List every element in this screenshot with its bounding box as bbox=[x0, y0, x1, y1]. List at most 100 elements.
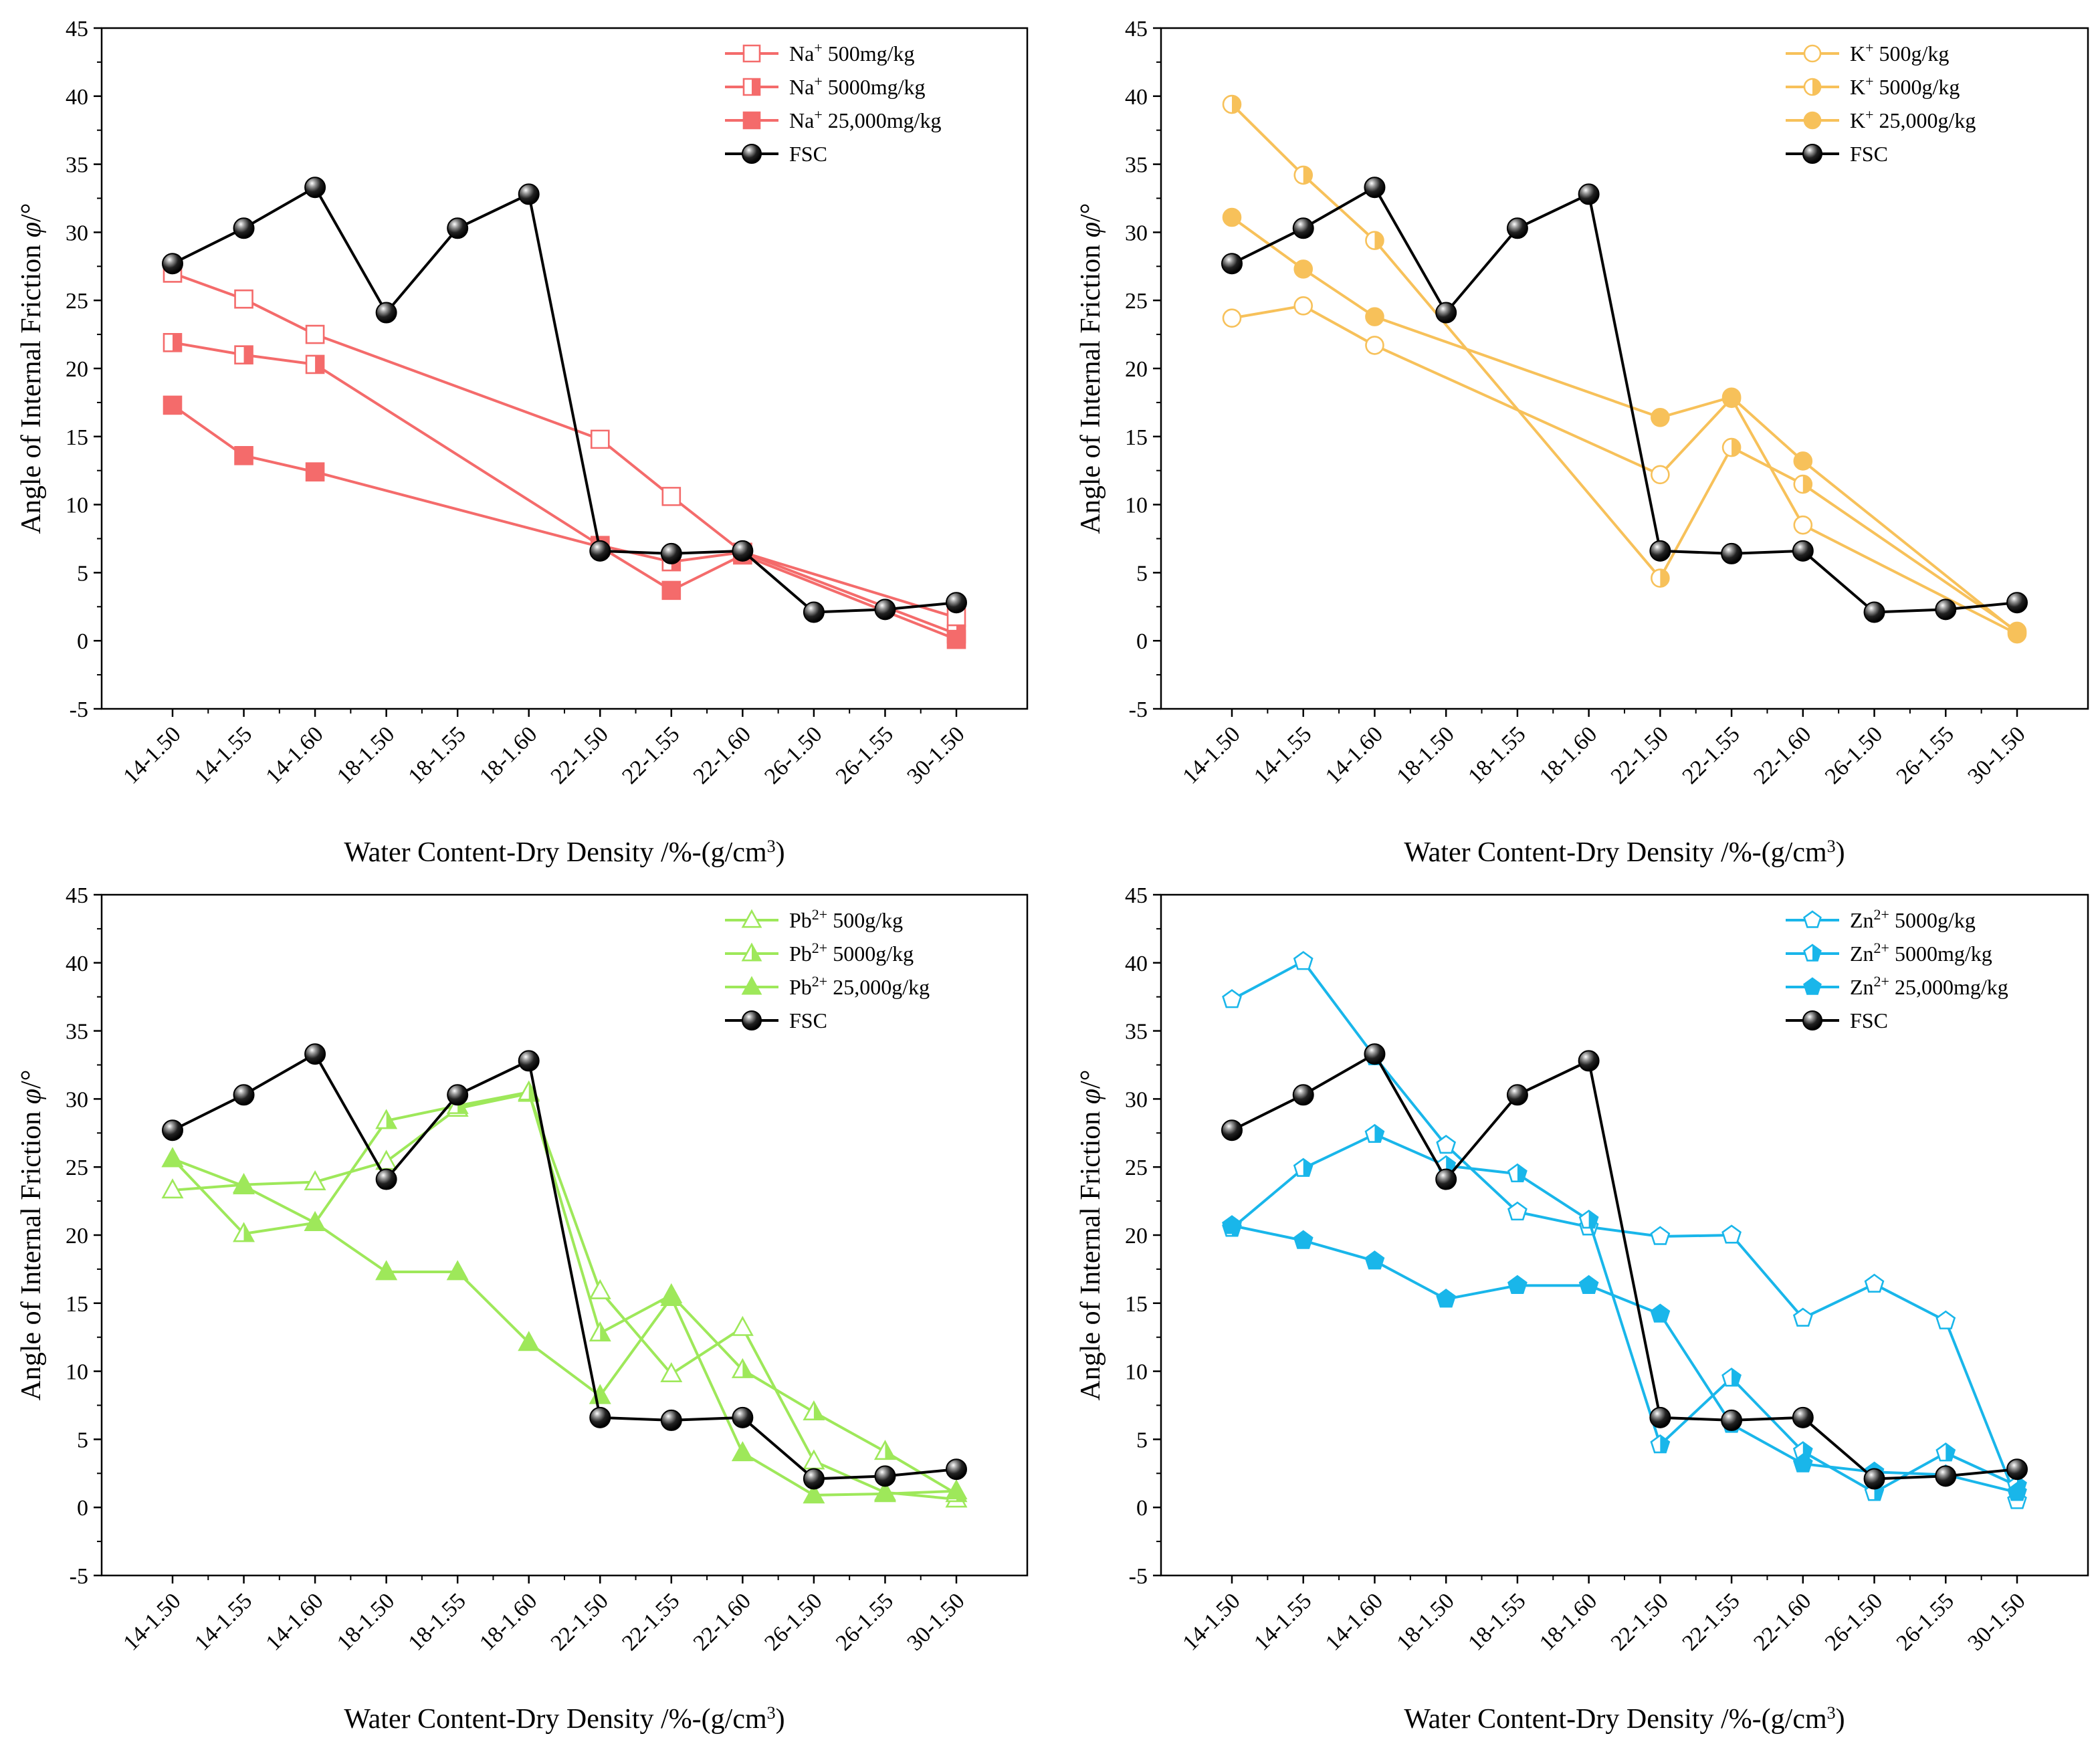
data-point bbox=[1721, 1368, 1742, 1387]
y-axis-title: Angle of Internal Friction φ/° bbox=[16, 203, 47, 534]
data-point bbox=[873, 1440, 896, 1460]
data-point bbox=[1792, 540, 1814, 562]
x-tick-label: 18-1.60 bbox=[475, 1588, 542, 1655]
data-point bbox=[1222, 207, 1242, 227]
data-point bbox=[1863, 601, 1885, 623]
data-point bbox=[1721, 1409, 1743, 1431]
y-tick-label: 15 bbox=[1125, 1292, 1148, 1317]
data-point bbox=[1221, 1119, 1243, 1141]
y-tick-label: 10 bbox=[66, 494, 88, 518]
data-point bbox=[163, 333, 183, 352]
data-point bbox=[518, 183, 540, 205]
data-point bbox=[447, 1084, 469, 1106]
legend-entry: FSC bbox=[725, 1008, 827, 1032]
data-point bbox=[518, 1331, 540, 1351]
data-point bbox=[1649, 1406, 1671, 1428]
legend-marker bbox=[742, 111, 761, 130]
y-tick-label: 15 bbox=[1125, 425, 1148, 450]
data-point bbox=[2006, 592, 2028, 614]
data-point bbox=[803, 1449, 825, 1470]
y-tick-label: 30 bbox=[66, 221, 88, 245]
legend-label: Pb2+ 5000g/kg bbox=[789, 940, 914, 966]
y-tick-label: 5 bbox=[1136, 1428, 1148, 1452]
series-line bbox=[1231, 960, 2018, 1501]
series-line bbox=[1231, 304, 2018, 635]
x-tick-label: 22-1.50 bbox=[1606, 1588, 1673, 1655]
y-tick-label: 0 bbox=[77, 629, 88, 654]
x-tick-label: 18-1.50 bbox=[332, 1588, 399, 1655]
y-tick-label: 45 bbox=[66, 883, 88, 908]
data-point bbox=[234, 289, 253, 309]
data-point bbox=[945, 1479, 968, 1500]
data-point bbox=[1793, 515, 1813, 535]
series-fsc bbox=[1221, 177, 2028, 623]
data-point bbox=[1507, 1275, 1528, 1294]
data-point bbox=[1578, 1050, 1600, 1072]
data-point bbox=[1793, 451, 1813, 471]
y-tick-label: 15 bbox=[66, 1292, 88, 1317]
legend-entry: Pb2+ 5000g/kg bbox=[725, 940, 914, 966]
x-tick-label: 18-1.50 bbox=[1392, 722, 1459, 788]
legend-entry: K+ 500g/kg bbox=[1786, 39, 1949, 66]
y-tick-label: 40 bbox=[1125, 952, 1148, 976]
legend-marker bbox=[1802, 144, 1822, 164]
legend-entry: Zn2+ 5000g/kg bbox=[1786, 906, 1976, 932]
y-tick-label: 5 bbox=[77, 1428, 88, 1452]
data-point bbox=[1364, 1123, 1385, 1143]
chart-panel-bottom-left: -5 0 5 10 15 20 25 30 35 40 45 14-1.50 14-1.55 14-1.6… bbox=[16, 883, 1029, 1735]
data-point bbox=[1651, 568, 1670, 588]
legend-marker bbox=[741, 942, 762, 962]
series-k-500g-kg bbox=[1222, 296, 2027, 644]
data-point bbox=[1721, 542, 1743, 564]
legend-entry: Na+ 5000mg/kg bbox=[725, 73, 926, 99]
legend-label: Pb2+ 500g/kg bbox=[789, 906, 903, 933]
data-point bbox=[233, 1222, 255, 1242]
x-tick-label: 18-1.50 bbox=[332, 722, 399, 788]
x-tick-label: 22-1.60 bbox=[1749, 722, 1816, 788]
x-tick-label: 14-1.50 bbox=[1178, 722, 1245, 788]
data-point bbox=[732, 1406, 754, 1428]
data-point bbox=[375, 1109, 398, 1129]
data-point bbox=[589, 540, 611, 562]
chart-panel-top-left: -5 0 5 10 15 20 25 30 35 40 45 14-1.50 14-1.55 14-1.6… bbox=[16, 17, 1029, 869]
x-tick-label: 14-1.55 bbox=[1249, 1588, 1316, 1655]
data-point bbox=[589, 1321, 611, 1341]
x-tick-label: 30-1.50 bbox=[1963, 1588, 2030, 1655]
data-point bbox=[1935, 1310, 1956, 1329]
data-point bbox=[1436, 1134, 1457, 1154]
data-point bbox=[1222, 989, 1242, 1008]
x-tick-label: 14-1.60 bbox=[261, 1588, 328, 1655]
legend-label: FSC bbox=[1850, 1008, 1888, 1032]
data-point bbox=[1507, 1163, 1528, 1183]
series-fsc bbox=[162, 177, 967, 623]
legend-label: Na+ 25,000mg/kg bbox=[789, 106, 942, 133]
y-tick-label: 10 bbox=[1125, 494, 1148, 518]
data-point bbox=[162, 253, 183, 275]
x-tick-label: 14-1.50 bbox=[1178, 1588, 1245, 1655]
x-tick-label: 18-1.60 bbox=[1535, 1588, 1602, 1655]
data-point bbox=[1935, 1442, 1956, 1462]
x-tick-label: 30-1.50 bbox=[1963, 722, 2030, 788]
data-point bbox=[1578, 1209, 1599, 1229]
x-tick-label: 26-1.50 bbox=[1820, 1588, 1887, 1655]
x-axis-title: Water Content-Dry Density /%-(g/cm3) bbox=[344, 837, 784, 869]
series-pb2-500g-kg bbox=[161, 1081, 968, 1508]
x-tick-label: 22-1.60 bbox=[689, 1588, 756, 1655]
y-tick-label: 0 bbox=[77, 1496, 88, 1521]
data-point bbox=[731, 1441, 754, 1462]
data-point bbox=[1293, 296, 1314, 316]
y-tick-label: 25 bbox=[66, 1156, 88, 1180]
data-point bbox=[1364, 177, 1386, 199]
y-tick-label: -5 bbox=[70, 697, 88, 722]
data-point bbox=[446, 1260, 469, 1281]
data-point bbox=[1435, 302, 1457, 324]
y-axis-title: Angle of Internal Friction φ/° bbox=[1075, 203, 1106, 534]
y-tick-label: 10 bbox=[66, 1360, 88, 1385]
y-tick-label: 35 bbox=[66, 1020, 88, 1045]
data-point bbox=[803, 601, 825, 623]
data-point bbox=[234, 446, 253, 465]
legend-marker bbox=[1803, 944, 1822, 962]
data-point bbox=[1222, 1215, 1242, 1234]
series-line bbox=[1231, 1133, 2018, 1494]
